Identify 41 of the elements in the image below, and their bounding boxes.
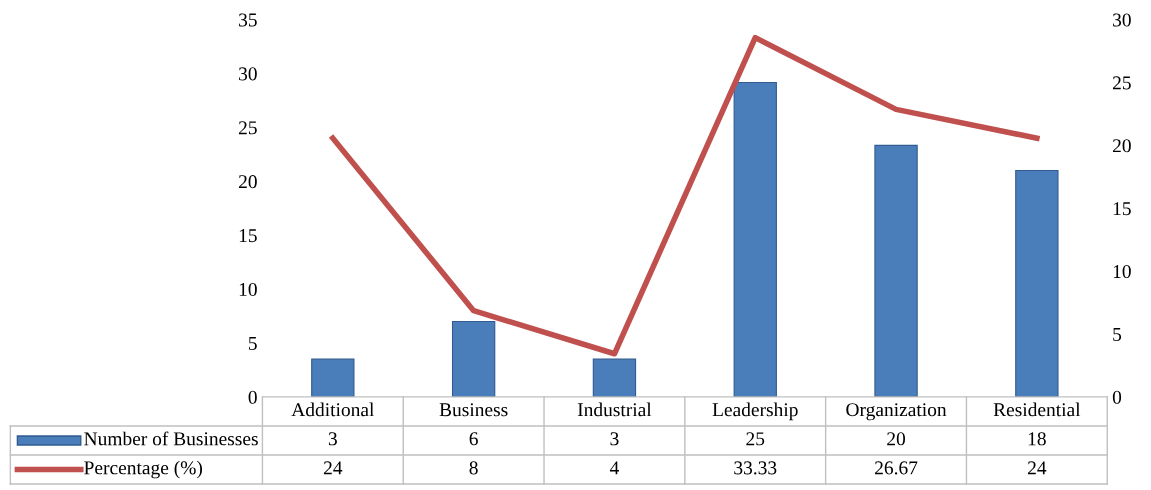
x-tick-label: Residential <box>993 402 1081 417</box>
data-label: 4 <box>609 461 619 475</box>
data-label: 33.33 <box>734 461 777 475</box>
y-tick-label: 35 <box>239 13 257 27</box>
data-label: 18 <box>1028 432 1046 446</box>
bar <box>874 144 918 397</box>
bar <box>592 358 637 397</box>
y-tick-label: 20 <box>238 175 257 189</box>
bar <box>311 358 355 397</box>
x-tick-label: Organization <box>846 403 947 421</box>
data-label: 20 <box>887 432 906 446</box>
x-tick-label: Additional <box>291 402 375 417</box>
y-tick-label: 25 <box>238 121 257 135</box>
data-label: 8 <box>469 461 478 475</box>
y-tick-label: 0 <box>248 390 257 404</box>
y2-tick-label: 5 <box>1113 328 1122 341</box>
y2-tick-label: 30 <box>1113 13 1131 27</box>
y2-tick-label: 25 <box>1112 76 1131 90</box>
bar <box>733 81 777 397</box>
y2-tick-label: 10 <box>1113 264 1131 279</box>
data-label: 3 <box>610 432 619 446</box>
y-tick-label: 30 <box>239 67 257 81</box>
y-tick-label: 5 <box>248 337 257 350</box>
data-label: 6 <box>469 432 478 446</box>
bar <box>451 320 496 397</box>
data-label: 24 <box>323 461 343 475</box>
data-label: 3 <box>328 432 337 446</box>
data-label: 25 <box>746 432 765 446</box>
x-tick-label: Industrial <box>577 402 652 417</box>
y2-tick-label: 15 <box>1113 202 1131 216</box>
y-tick-label: 10 <box>239 282 257 297</box>
legend-label: Number of Businesses <box>84 431 258 446</box>
x-tick-label: Business <box>439 403 508 417</box>
x-tick-label: Leadership <box>712 402 798 421</box>
y2-tick-label: 20 <box>1112 139 1131 153</box>
data-label: 26.67 <box>875 461 918 475</box>
data-label: 24 <box>1027 461 1047 475</box>
bar <box>1015 169 1059 397</box>
y2-tick-label: 0 <box>1112 390 1122 404</box>
legend-label: Percentage (%) <box>84 460 203 479</box>
y-tick-label: 15 <box>239 229 257 243</box>
